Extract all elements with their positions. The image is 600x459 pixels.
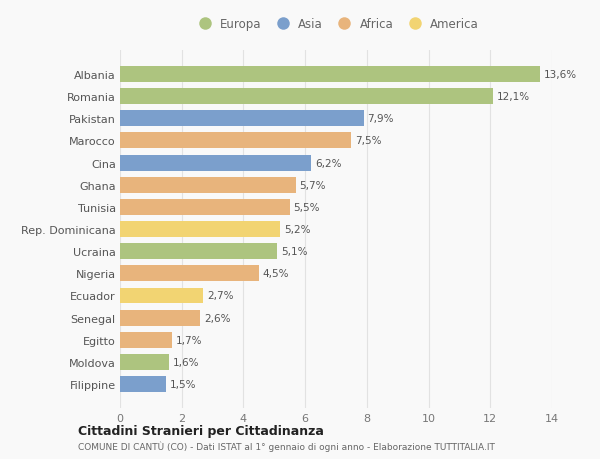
Bar	[120, 67, 539, 83]
Bar	[120, 266, 259, 282]
Bar	[120, 376, 166, 392]
Text: 7,9%: 7,9%	[367, 114, 394, 124]
Text: 1,7%: 1,7%	[176, 335, 203, 345]
Legend: Europa, Asia, Africa, America: Europa, Asia, Africa, America	[188, 13, 484, 36]
Bar	[120, 155, 311, 171]
Bar	[120, 332, 172, 348]
Text: 1,6%: 1,6%	[173, 357, 200, 367]
Text: 5,1%: 5,1%	[281, 246, 308, 257]
Bar	[120, 310, 200, 326]
Text: 5,7%: 5,7%	[299, 180, 326, 190]
Text: 6,2%: 6,2%	[315, 158, 341, 168]
Bar	[120, 177, 296, 193]
Bar	[120, 222, 280, 237]
Bar	[120, 354, 169, 370]
Text: COMUNE DI CANTÙ (CO) - Dati ISTAT al 1° gennaio di ogni anno - Elaborazione TUTT: COMUNE DI CANTÙ (CO) - Dati ISTAT al 1° …	[78, 441, 495, 451]
Text: Cittadini Stranieri per Cittadinanza: Cittadini Stranieri per Cittadinanza	[78, 424, 324, 437]
Bar	[120, 89, 493, 105]
Bar	[120, 288, 203, 304]
Text: 13,6%: 13,6%	[544, 70, 577, 80]
Bar	[120, 199, 290, 215]
Bar	[120, 133, 352, 149]
Text: 4,5%: 4,5%	[263, 269, 289, 279]
Bar	[120, 111, 364, 127]
Text: 12,1%: 12,1%	[497, 92, 530, 102]
Text: 5,5%: 5,5%	[293, 202, 320, 213]
Text: 1,5%: 1,5%	[170, 379, 196, 389]
Text: 2,6%: 2,6%	[204, 313, 230, 323]
Text: 5,2%: 5,2%	[284, 224, 311, 235]
Bar	[120, 244, 277, 260]
Text: 2,7%: 2,7%	[207, 291, 233, 301]
Text: 7,5%: 7,5%	[355, 136, 382, 146]
